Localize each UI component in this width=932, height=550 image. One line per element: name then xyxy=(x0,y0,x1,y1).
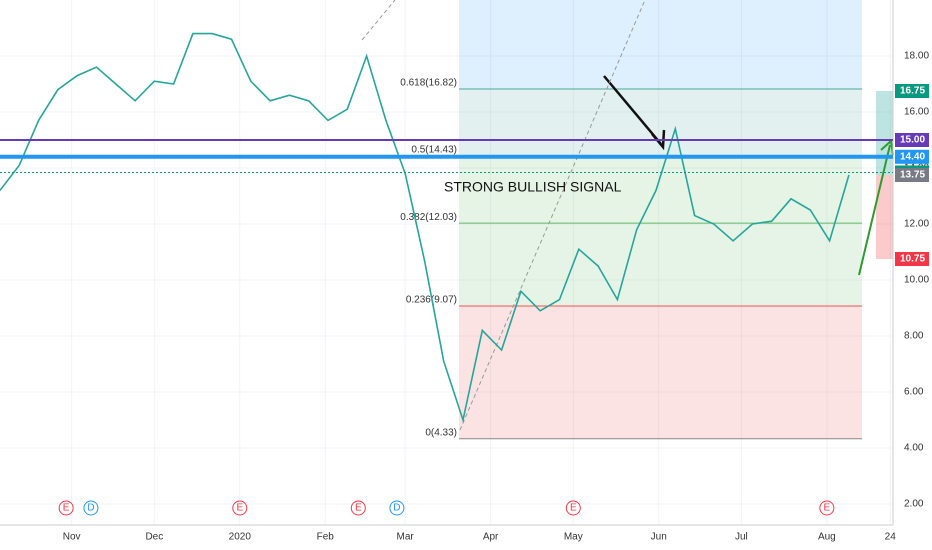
y-tick-label: 12.00 xyxy=(904,219,929,230)
fib-zone xyxy=(459,0,862,90)
event-label: E xyxy=(63,503,70,514)
price-label-box xyxy=(895,84,929,98)
position-profit xyxy=(876,91,893,175)
annotation: STRONG BULLISH SIGNAL xyxy=(444,179,622,195)
x-tick-label: Apr xyxy=(483,532,499,543)
fib-zone xyxy=(459,223,862,307)
x-tick-label: Dec xyxy=(145,532,163,543)
event-marker xyxy=(565,500,581,516)
y-tick-label: 10.00 xyxy=(904,275,929,286)
x-tick-label: 24 xyxy=(885,532,897,543)
y-tick-label: 8.00 xyxy=(904,331,924,342)
event-label: D xyxy=(393,503,400,514)
fib-zone xyxy=(459,306,862,439)
y-tick-label: 6.00 xyxy=(904,387,924,398)
arrow xyxy=(603,75,662,145)
event-marker xyxy=(350,500,366,516)
price-label: 14.40 xyxy=(900,151,925,162)
event-marker xyxy=(83,500,99,516)
x-tick-label: 2020 xyxy=(229,532,252,543)
arrow xyxy=(858,144,891,276)
fib-label: 0.618(16.82) xyxy=(400,78,457,89)
x-tick-label: Aug xyxy=(818,532,836,543)
price-label-box xyxy=(895,252,929,266)
trend-line xyxy=(459,0,646,431)
price-line xyxy=(0,32,850,424)
fib-label: 0.382(12.03) xyxy=(400,212,457,223)
background-layer xyxy=(0,0,893,525)
y-tick-label: 4.00 xyxy=(904,443,924,454)
arrow-head xyxy=(651,129,666,151)
x-tick-label: Feb xyxy=(317,532,335,543)
event-label: E xyxy=(824,503,831,514)
event-marker xyxy=(819,500,835,516)
event-marker xyxy=(389,500,405,516)
fib-label: 0(4.33) xyxy=(425,427,457,438)
event-marker xyxy=(232,500,248,516)
price-label: 16.75 xyxy=(900,86,925,97)
x-tick-label: Nov xyxy=(63,532,81,543)
price-label-box xyxy=(895,133,929,147)
price-label-box xyxy=(895,168,929,182)
event-label: E xyxy=(236,503,243,514)
fib-label: 0.5(14.43) xyxy=(411,145,457,156)
event-label: D xyxy=(87,503,94,514)
event-label: E xyxy=(355,503,362,514)
event-marker xyxy=(58,500,74,516)
x-tick-label: Jun xyxy=(651,532,667,543)
x-tick-label: Jul xyxy=(735,532,748,543)
price-label: 15.00 xyxy=(900,135,925,146)
y-tick-label: 2.00 xyxy=(904,499,924,510)
y-tick-label: 16.00 xyxy=(904,107,929,118)
price-label: 10.75 xyxy=(900,254,925,265)
trend-line xyxy=(361,0,396,41)
event-label: E xyxy=(570,503,577,514)
y-tick-label: 18.00 xyxy=(904,51,929,62)
price-label: 13.75 xyxy=(900,170,925,181)
x-tick-label: May xyxy=(564,532,583,543)
price-label-box xyxy=(895,149,929,164)
fib-zone xyxy=(459,155,862,224)
position-loss xyxy=(876,175,893,259)
x-tick-label: Mar xyxy=(397,532,415,543)
